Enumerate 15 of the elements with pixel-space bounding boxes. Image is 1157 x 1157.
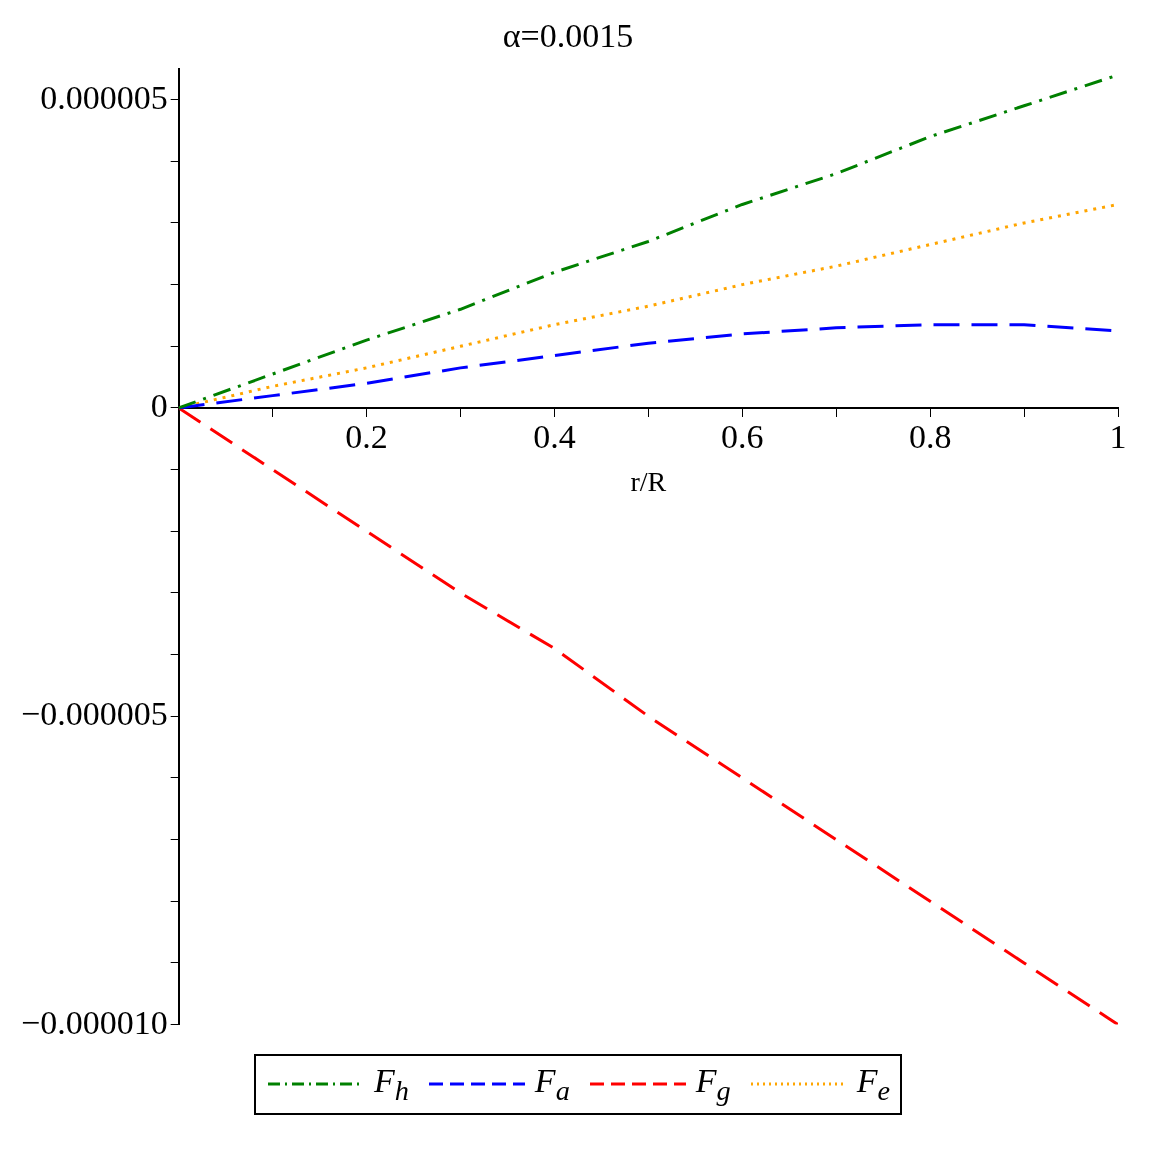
x-tick-label: 0.2 [345,418,388,456]
x-tick-label: 0.4 [533,418,576,456]
y-tick-label: −0.000010 [20,1003,168,1041]
legend-label: F$_{a}$ [534,1062,570,1107]
legend-label: F$_{g}$ [695,1062,731,1107]
x-axis-title: r/R [630,465,667,497]
x-tick-label: 1 [1109,418,1127,456]
y-tick-label: −0.000005 [20,695,168,733]
legend-label: F$_{e}$ [856,1062,891,1107]
x-tick-label: 0.8 [908,418,952,456]
y-tick-label: 0.000005 [40,78,168,116]
chart-title: α=0.0015 [502,17,634,55]
x-tick-label: 0.6 [721,418,764,456]
y-tick-label: 0 [150,386,168,424]
legend-label: F$_{h}$ [373,1062,409,1107]
